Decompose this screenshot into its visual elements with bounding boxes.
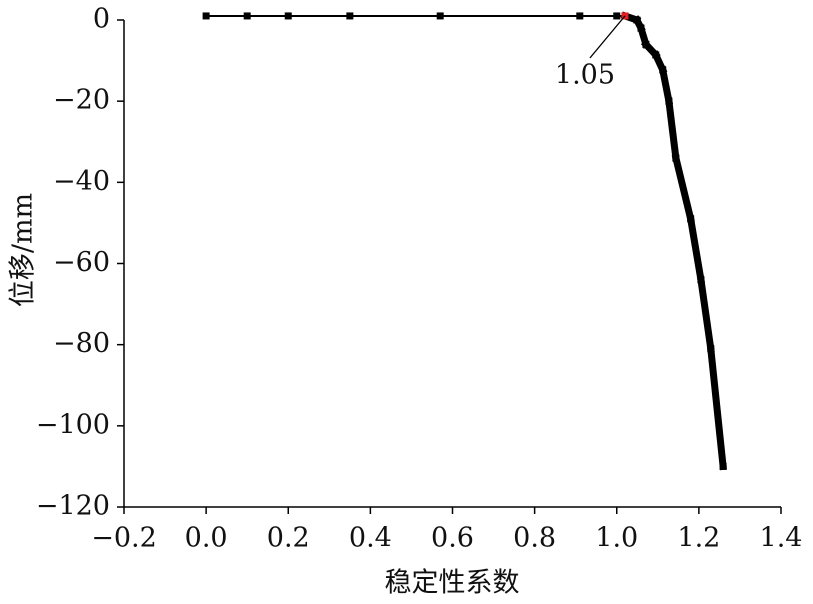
y-tick-label: −40 bbox=[53, 166, 110, 197]
y-tick-label: −120 bbox=[36, 491, 110, 522]
annotation-leader bbox=[589, 15, 626, 59]
marker bbox=[202, 12, 210, 20]
x-tick-label: −0.2 bbox=[91, 523, 157, 554]
dense-segment bbox=[664, 97, 680, 162]
marker bbox=[665, 97, 673, 105]
x-tick-label: 0.2 bbox=[267, 523, 310, 554]
dense-segment bbox=[696, 275, 715, 353]
marker bbox=[284, 12, 292, 20]
marker bbox=[346, 12, 354, 20]
dense-segment bbox=[671, 153, 695, 224]
annotation-label: 1.05 bbox=[555, 59, 615, 90]
marker bbox=[659, 66, 667, 74]
x-tick-label: 1.0 bbox=[595, 523, 638, 554]
marker bbox=[652, 51, 660, 59]
dense-segment bbox=[706, 344, 727, 471]
dense-segment bbox=[686, 214, 705, 284]
marker bbox=[621, 12, 629, 20]
x-axis-label: 稳定性系数 bbox=[385, 568, 520, 599]
marker bbox=[633, 16, 641, 24]
marker bbox=[687, 215, 695, 223]
dense-segment bbox=[658, 65, 674, 106]
y-axis-label: 位移/mm bbox=[8, 193, 39, 307]
marker bbox=[576, 12, 584, 20]
y-tick-label: −100 bbox=[36, 409, 110, 440]
x-tick-label: 0.8 bbox=[513, 523, 556, 554]
marker bbox=[707, 345, 715, 353]
y-tick-label: −20 bbox=[53, 85, 110, 116]
line bbox=[206, 14, 725, 467]
y-tick-label: −60 bbox=[53, 247, 110, 278]
x-tick-label: 0.0 bbox=[185, 523, 228, 554]
marker bbox=[613, 12, 621, 20]
marker bbox=[672, 154, 680, 162]
marker bbox=[697, 276, 705, 284]
y-tick-label: −80 bbox=[53, 328, 110, 359]
marker bbox=[719, 462, 727, 470]
marker bbox=[243, 12, 251, 20]
marker bbox=[637, 24, 645, 32]
x-tick-label: 1.4 bbox=[760, 523, 803, 554]
marker bbox=[436, 12, 444, 20]
marker bbox=[642, 40, 650, 48]
x-tick-label: 0.4 bbox=[349, 523, 392, 554]
x-tick-label: 0.6 bbox=[431, 523, 474, 554]
y-tick-label: 0 bbox=[93, 4, 110, 35]
x-tick-label: 1.2 bbox=[677, 523, 720, 554]
